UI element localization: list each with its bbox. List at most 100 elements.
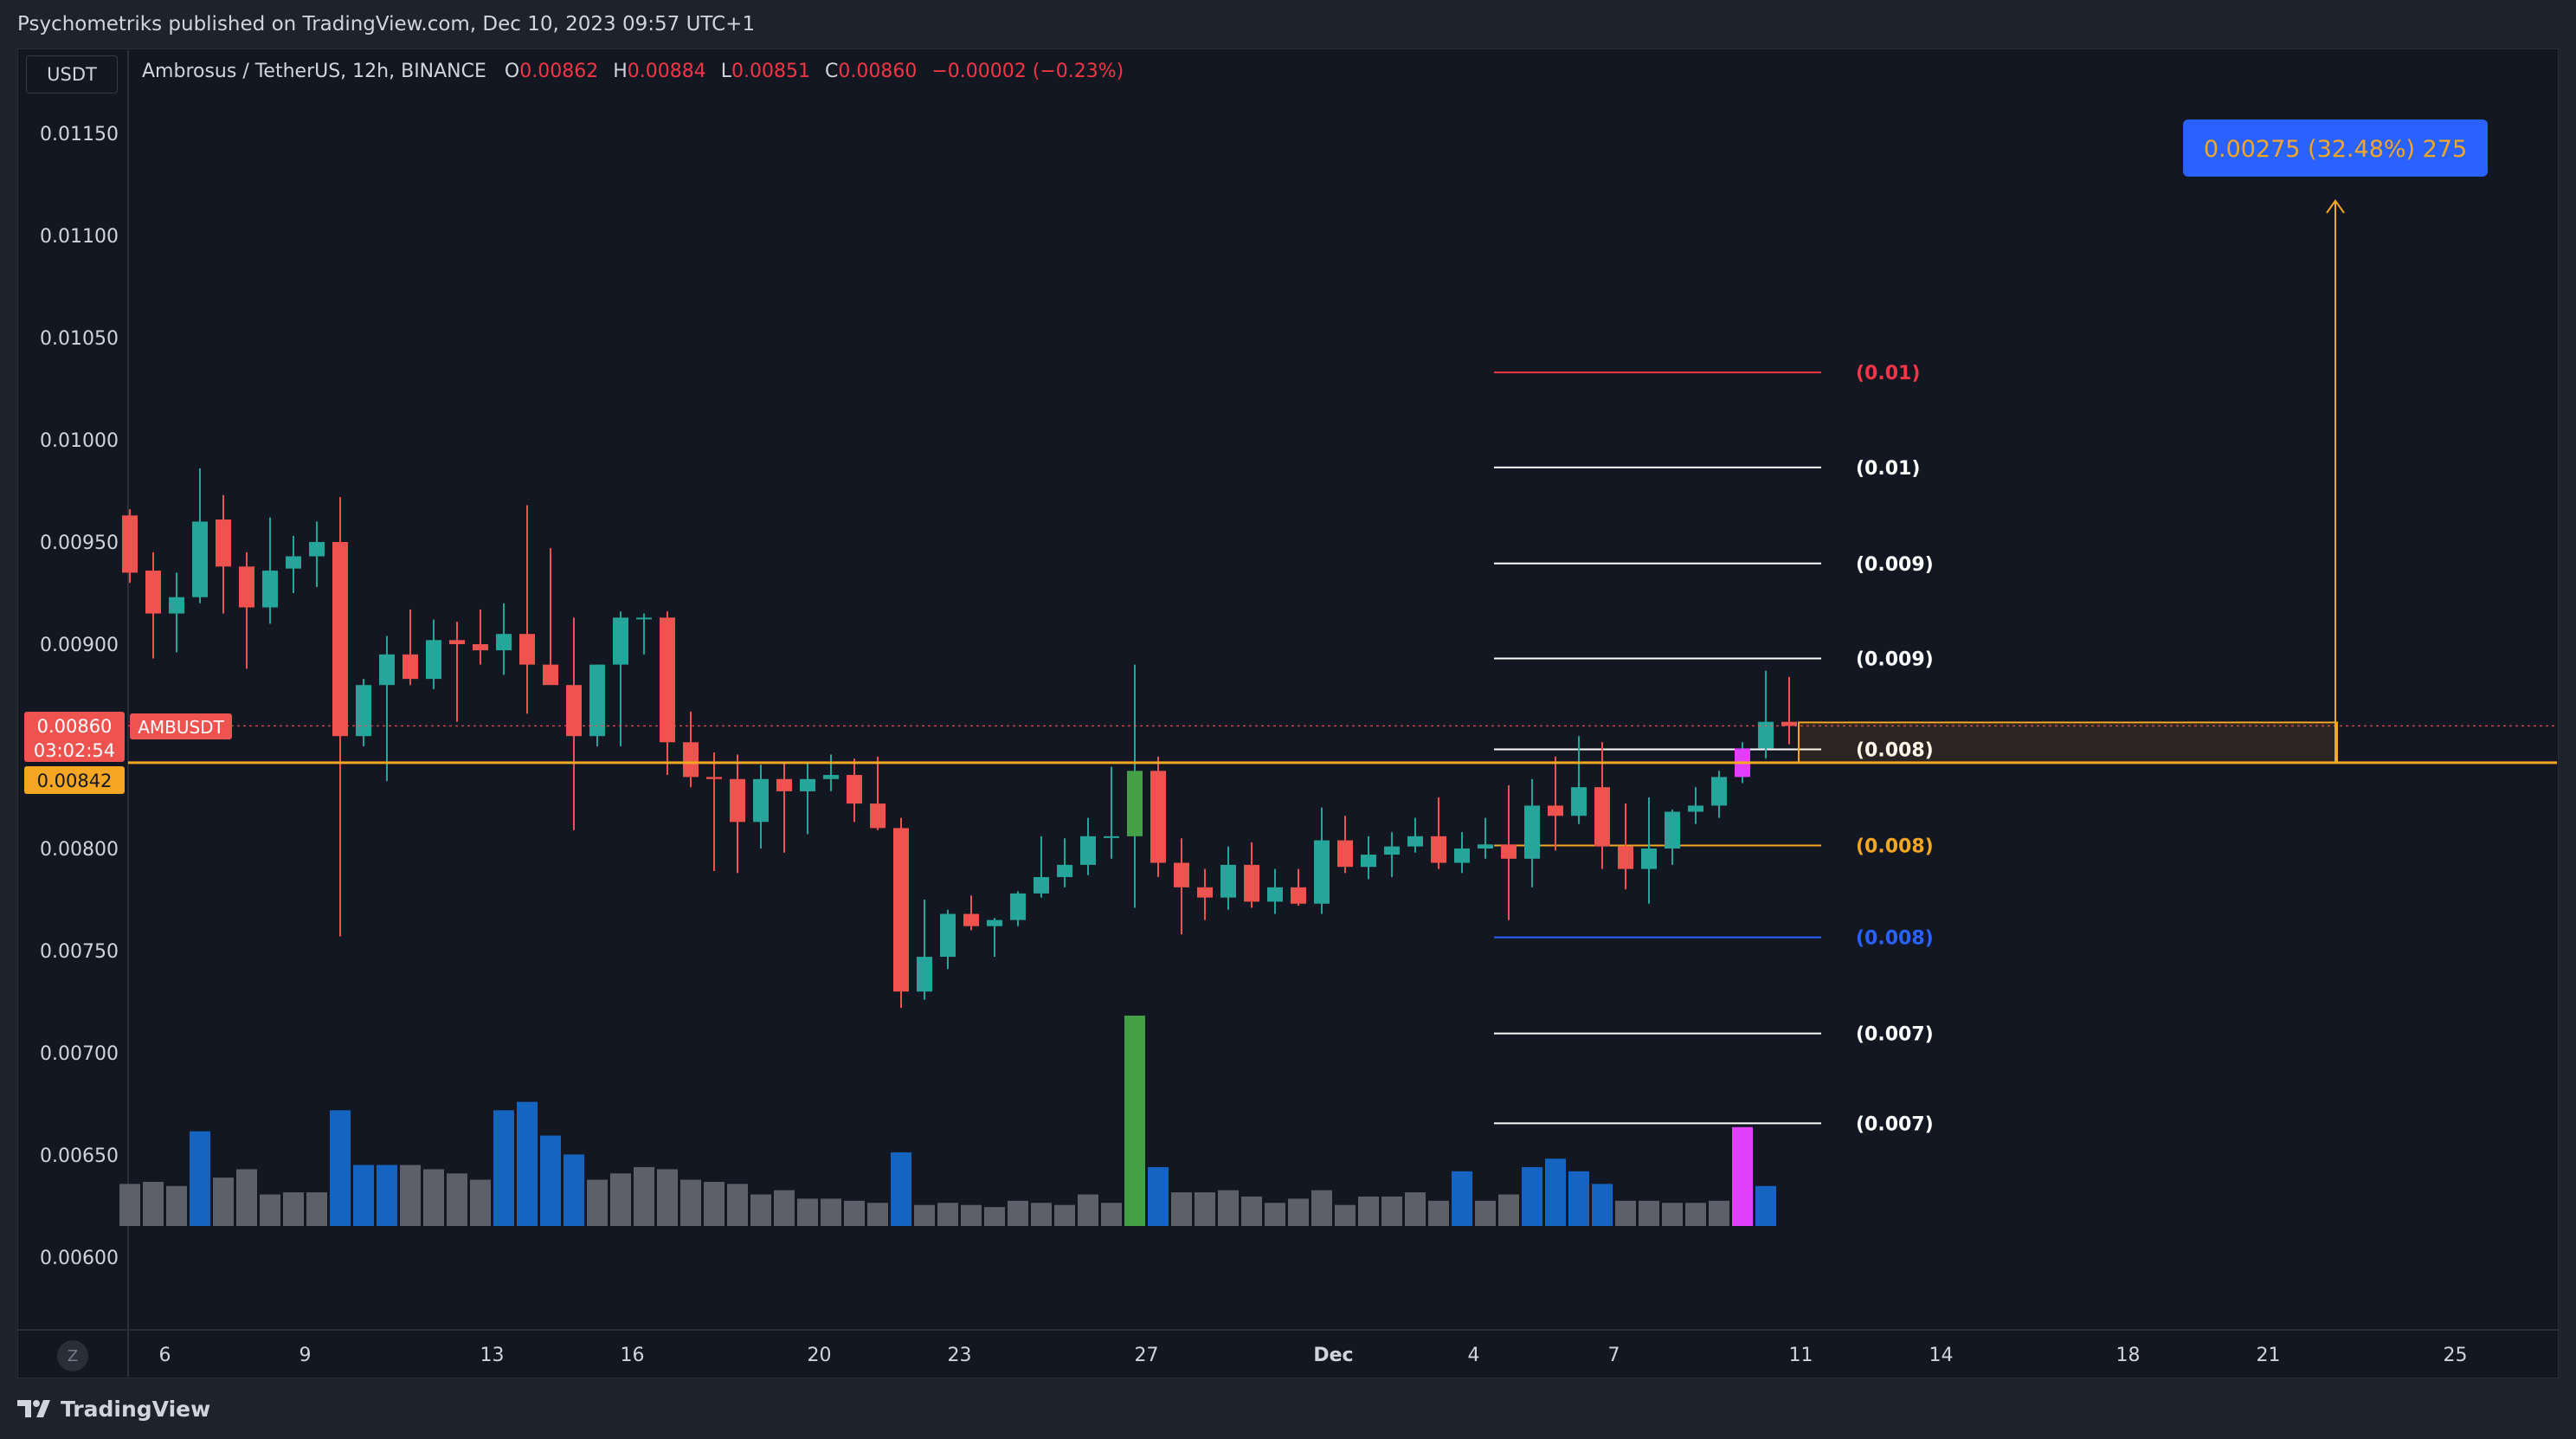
candle-body[interactable] — [1267, 887, 1283, 902]
time-axis[interactable]: 6 9 13 16 20 23 27 Dec 4 7 11 14 18 21 25 — [159, 1345, 2468, 1366]
candle-body[interactable] — [1337, 840, 1353, 868]
candle-body[interactable] — [1384, 846, 1400, 855]
candle-body[interactable] — [1781, 721, 1797, 726]
candle-body[interactable] — [519, 634, 535, 665]
candle-body[interactable] — [800, 778, 815, 791]
candle-body[interactable] — [426, 640, 441, 680]
candle-body[interactable] — [917, 957, 932, 992]
chart-overlays[interactable]: 0.00275 (32.48%) 275 — [128, 119, 2557, 765]
candle-body[interactable] — [216, 519, 231, 567]
candle-body[interactable] — [1010, 893, 1026, 920]
candle-body[interactable] — [893, 828, 909, 992]
candle-body[interactable] — [706, 777, 722, 779]
candle-body[interactable] — [145, 571, 161, 614]
candle-body[interactable] — [636, 617, 652, 620]
candle-body[interactable] — [870, 803, 886, 829]
candle-body[interactable] — [169, 597, 184, 614]
candle-body[interactable] — [379, 654, 395, 686]
candle-body[interactable] — [987, 920, 1002, 926]
candle-body[interactable] — [1478, 844, 1493, 849]
volume-bar — [306, 1192, 327, 1226]
candle-body[interactable] — [262, 571, 278, 608]
measure-label-box[interactable] — [2183, 119, 2488, 177]
candle-body[interactable] — [1431, 836, 1446, 863]
candle-body[interactable] — [356, 685, 371, 737]
volume-bars — [119, 1016, 1776, 1226]
candle-body[interactable] — [122, 515, 138, 573]
last-price-badge[interactable] — [24, 712, 125, 762]
candle-body[interactable] — [660, 617, 675, 743]
candle-body[interactable] — [543, 664, 558, 686]
candle-body[interactable] — [613, 617, 628, 665]
candle-body[interactable] — [683, 742, 699, 778]
support-price-badge[interactable] — [24, 766, 125, 794]
candle-body[interactable] — [1244, 864, 1259, 902]
measure-range-box[interactable] — [1798, 721, 2338, 764]
tradingview-logo[interactable]: TradingView — [17, 1397, 210, 1422]
candle-body[interactable] — [1150, 771, 1166, 863]
candle-body[interactable] — [963, 913, 979, 926]
candle-body[interactable] — [1571, 787, 1587, 816]
candle-body[interactable] — [1641, 849, 1657, 869]
candle-body[interactable] — [1197, 887, 1213, 898]
candle-body[interactable] — [1220, 864, 1236, 898]
fib-levels[interactable]: (0.01) (0.01) (0.009) (0.009) (0.008) (0.008)… — [1494, 363, 1934, 1135]
currency-selector[interactable]: USDT — [26, 55, 118, 94]
candle-body[interactable] — [1711, 777, 1727, 806]
candle-body[interactable] — [1314, 840, 1330, 904]
ticker-badge[interactable] — [130, 713, 232, 739]
candle-body[interactable] — [1501, 844, 1517, 859]
volume-bar — [610, 1173, 631, 1226]
candle-body[interactable] — [1618, 846, 1633, 869]
candle-body[interactable] — [1104, 836, 1119, 838]
candle-body[interactable] — [730, 778, 745, 823]
candle-body[interactable] — [309, 542, 325, 557]
candle-body[interactable] — [473, 644, 488, 651]
candle-body[interactable] — [496, 634, 512, 651]
volume-bar — [680, 1179, 701, 1226]
candle-body[interactable] — [1688, 805, 1703, 812]
candle-body[interactable] — [402, 654, 418, 680]
candle-body[interactable] — [823, 775, 839, 779]
zoom-reset-button[interactable]: Z — [57, 1340, 88, 1371]
candle-body[interactable] — [1407, 836, 1423, 847]
candle-body[interactable] — [192, 521, 208, 597]
candle-body[interactable] — [1665, 811, 1680, 849]
candle-body[interactable] — [566, 685, 582, 737]
candle-body[interactable] — [1548, 805, 1563, 816]
candle-body[interactable] — [1594, 787, 1610, 847]
candle-body[interactable] — [1174, 862, 1189, 887]
candle-body[interactable] — [449, 640, 465, 644]
chart-frame[interactable] — [17, 48, 2559, 1378]
volume-bar — [1311, 1190, 1332, 1226]
candle-body[interactable] — [332, 542, 348, 737]
candle-body[interactable] — [847, 775, 862, 804]
candle-body[interactable] — [940, 913, 956, 958]
candle-body[interactable] — [1080, 836, 1096, 865]
volume-bar — [1288, 1198, 1309, 1226]
candle-body[interactable] — [1127, 771, 1143, 836]
price-axis[interactable]: 0.01150 0.01100 0.01050 0.01000 0.00950 0.009… — [24, 124, 232, 1269]
candle-body[interactable] — [1758, 721, 1774, 749]
candle-body[interactable] — [753, 778, 769, 823]
candle-body[interactable] — [239, 566, 254, 608]
candle-body[interactable] — [776, 778, 792, 791]
candle-body[interactable] — [286, 556, 301, 569]
volume-bar — [283, 1192, 304, 1226]
open-label: O — [504, 61, 520, 82]
candle-body[interactable] — [1034, 877, 1049, 894]
candle-body[interactable] — [589, 664, 605, 737]
candle-body[interactable] — [1454, 849, 1470, 863]
time-tick-label: 13 — [480, 1345, 505, 1366]
time-tick-label: 16 — [621, 1345, 645, 1366]
candle-body[interactable] — [1291, 887, 1306, 904]
candle-body[interactable] — [1057, 864, 1072, 878]
price-tick-label: 0.00650 — [40, 1145, 119, 1167]
volume-bar — [119, 1184, 140, 1226]
candle-body[interactable] — [1361, 855, 1376, 868]
candle-body[interactable] — [1524, 805, 1540, 859]
volume-bar — [1171, 1192, 1192, 1226]
candles[interactable] — [122, 468, 1797, 1009]
time-tick-label: Dec — [1313, 1345, 1353, 1366]
